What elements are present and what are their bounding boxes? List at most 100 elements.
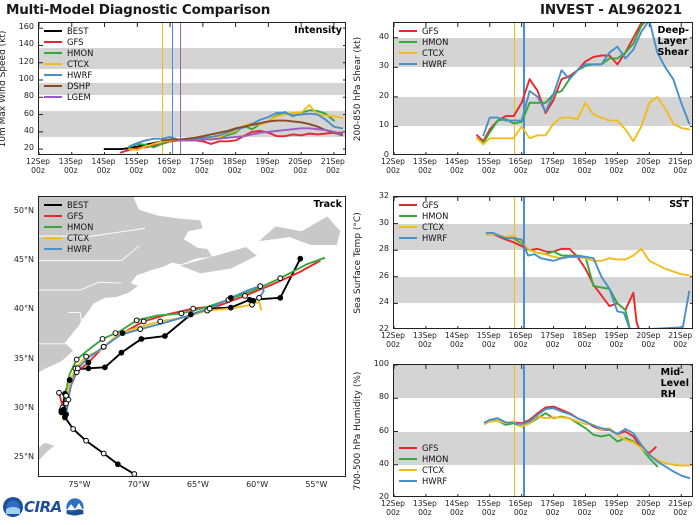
track-legend-label: CTCX bbox=[67, 233, 90, 243]
intensity-legend-label: BEST bbox=[67, 26, 89, 36]
sst-shaded-band bbox=[394, 197, 692, 199]
track-marker-open bbox=[157, 318, 164, 325]
track-marker-open bbox=[100, 450, 107, 457]
track-marker-filled bbox=[63, 411, 69, 418]
track-marker-open bbox=[65, 396, 72, 403]
shear-init-line-hwrf bbox=[523, 23, 525, 154]
track-marker-filled bbox=[85, 365, 92, 372]
track-ytick: 50°N bbox=[13, 205, 34, 215]
track-marker-open bbox=[131, 471, 138, 476]
track-marker-filled bbox=[162, 333, 168, 339]
shear-xtick: 19Sep 00z bbox=[604, 157, 629, 175]
intensity-legend-label: CTCX bbox=[67, 59, 90, 69]
hmon-legend-swatch bbox=[399, 214, 417, 218]
shear-legend-item-hmon: HMON bbox=[399, 37, 448, 47]
sst-ytick: 24 bbox=[378, 297, 389, 307]
track-marker-open bbox=[83, 437, 89, 444]
cira-globe-icon bbox=[3, 497, 23, 517]
shear-ytick: 10 bbox=[378, 120, 389, 130]
shear-xtick: 14Sep 00z bbox=[444, 157, 469, 175]
rh-series bbox=[484, 405, 691, 480]
intensity-legend-item-dshp: DSHP bbox=[44, 81, 93, 91]
track-plot bbox=[38, 196, 346, 477]
intensity-xtick: 12Sep 00z bbox=[26, 157, 50, 175]
track-marker-open bbox=[100, 343, 107, 350]
shear-line-hmon bbox=[476, 23, 646, 144]
sst-xtick: 19Sep 00z bbox=[604, 331, 629, 349]
sst-legend-label: CTCX bbox=[422, 222, 445, 232]
landmass bbox=[39, 197, 212, 476]
hmon-legend-swatch bbox=[44, 225, 62, 229]
rh-legend-label: HMON bbox=[422, 454, 449, 464]
track-ytick: 35°N bbox=[13, 353, 34, 363]
track-marker-open bbox=[56, 389, 62, 396]
intensity-legend-item-hmon: HMON bbox=[44, 48, 93, 58]
rh-ytick: 60 bbox=[378, 425, 389, 435]
intensity-ytick: 120 bbox=[18, 56, 34, 66]
rh-init-line-ctcx bbox=[513, 365, 516, 496]
sst-xtick: 21Sep 00z bbox=[668, 331, 693, 349]
track-marker-filled bbox=[297, 255, 304, 262]
intensity-legend-label: GFS bbox=[67, 37, 84, 47]
intensity-xtick: 21Sep 00z bbox=[320, 157, 345, 175]
track-marker-filled bbox=[138, 336, 145, 342]
intensity-ytick: 20 bbox=[23, 143, 34, 153]
gfs-legend-swatch bbox=[399, 446, 417, 450]
track-marker-filled bbox=[227, 304, 234, 311]
best-legend-swatch bbox=[44, 29, 62, 33]
state-borders bbox=[39, 227, 145, 345]
track-marker-open bbox=[83, 353, 89, 360]
shear-ytick: 30 bbox=[378, 61, 389, 71]
rh-ytick: 100 bbox=[373, 359, 389, 368]
shear-xtick: 20Sep 00z bbox=[636, 157, 661, 175]
sst-xtick: 13Sep 00z bbox=[412, 331, 437, 349]
shear-shaded-band bbox=[394, 37, 692, 68]
intensity-xtick: 19Sep 00z bbox=[255, 157, 280, 175]
storm-id-title: INVEST - AL962021 bbox=[540, 2, 682, 18]
track-marker-filled bbox=[114, 461, 121, 468]
rh-plot bbox=[393, 364, 693, 497]
track-marker-filled bbox=[66, 377, 73, 383]
rh-ytick: 40 bbox=[378, 458, 389, 468]
sst-line-hmon bbox=[485, 233, 631, 328]
gfs-legend-swatch bbox=[399, 29, 417, 33]
rh-legend-label: CTCX bbox=[422, 465, 445, 475]
sst-legend: GFS HMON CTCX HWRF bbox=[399, 200, 448, 244]
shear-line-hwrf bbox=[482, 23, 691, 137]
best-legend-swatch bbox=[44, 203, 62, 207]
intensity-xtick: 15Sep 00z bbox=[124, 157, 149, 175]
rh-ytick: 20 bbox=[378, 492, 389, 501]
intensity-xtick: 13Sep 00z bbox=[58, 157, 83, 175]
hmon-legend-swatch bbox=[44, 51, 62, 55]
track-marker-open bbox=[277, 275, 284, 282]
rh-legend-item-ctcx: CTCX bbox=[399, 465, 448, 475]
sst-series bbox=[485, 231, 691, 328]
track-legend-item-gfs: GFS bbox=[44, 211, 93, 221]
track-marker-filled bbox=[187, 311, 194, 318]
intensity-xtick: 18Sep 00z bbox=[222, 157, 247, 175]
intensity-xtick: 16Sep 00z bbox=[157, 157, 182, 175]
ctcx-legend-swatch bbox=[44, 62, 62, 66]
rh-ticks bbox=[394, 365, 692, 496]
sst-legend-item-gfs: GFS bbox=[399, 200, 448, 210]
intensity-legend-label: DSHP bbox=[67, 81, 91, 91]
gfs-legend-swatch bbox=[44, 214, 62, 218]
intensity-xtick: 20Sep 00z bbox=[288, 157, 313, 175]
intensity-xtick: 17Sep 00z bbox=[189, 157, 214, 175]
track-marker-filled bbox=[118, 349, 125, 356]
track-marker-open bbox=[74, 365, 81, 372]
shear-xtick: 12Sep 00z bbox=[381, 157, 405, 175]
track-xtick: 65°W bbox=[186, 480, 209, 489]
shear-panel-title: Deep-Layer Shear bbox=[657, 25, 689, 58]
track-marker-open bbox=[99, 336, 106, 342]
intensity-legend-label: HWRF bbox=[67, 70, 93, 80]
shear-xtick: 21Sep 00z bbox=[668, 157, 693, 175]
intensity-legend-item-best: BEST bbox=[44, 26, 93, 36]
sst-plot bbox=[393, 196, 693, 329]
ctcx-legend-swatch bbox=[399, 51, 417, 55]
shear-ytick: 0 bbox=[383, 150, 389, 159]
sst-shaded-band bbox=[394, 276, 692, 304]
hwrf-legend-swatch bbox=[44, 247, 62, 251]
track-legend-item-hwrf: HWRF bbox=[44, 244, 93, 254]
intensity-shaded-band bbox=[39, 48, 345, 69]
